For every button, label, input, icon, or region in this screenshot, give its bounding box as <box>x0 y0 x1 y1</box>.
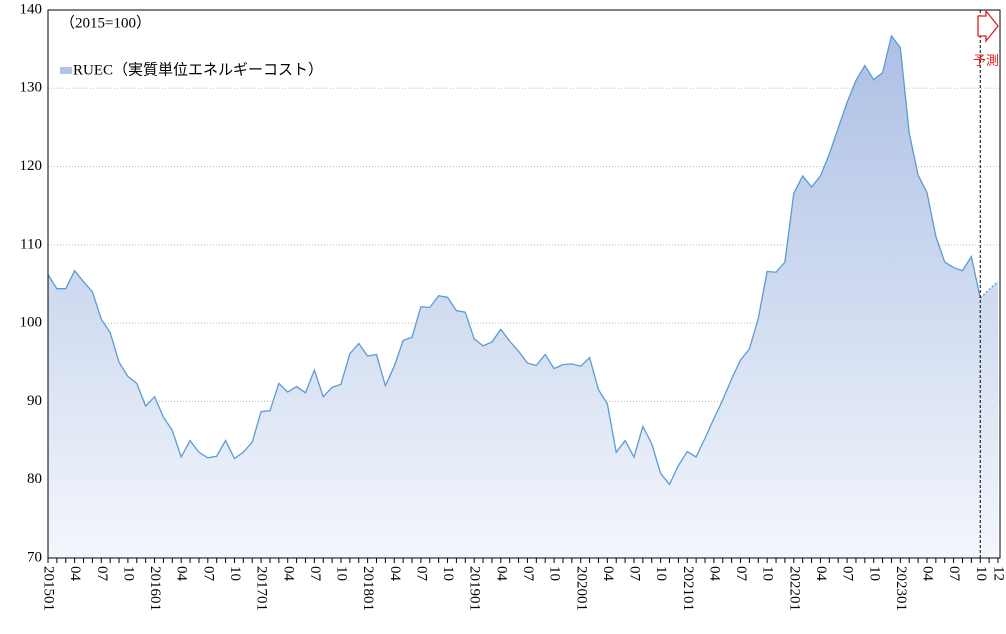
area <box>48 35 981 558</box>
x-tick-label: 04 <box>387 566 403 582</box>
x-tick-label: 10 <box>440 566 456 581</box>
x-tick-label: 07 <box>946 566 962 582</box>
x-tick-label: 04 <box>174 566 190 582</box>
x-tick-label: 07 <box>413 566 429 582</box>
line <box>979 281 999 299</box>
x-tick-label: 202001 <box>573 566 589 611</box>
x-tick-label: 07 <box>200 566 216 582</box>
base-note: （2015=100） <box>60 14 151 31</box>
x-tick-label: 04 <box>280 566 296 582</box>
x-tick-label: 04 <box>600 566 616 582</box>
y-tick-label: 130 <box>20 80 43 96</box>
x-tick-label: 07 <box>307 566 323 582</box>
x-tick-label: 202301 <box>893 566 909 611</box>
x-tick-label: 201501 <box>41 566 57 611</box>
x-tick-label: 201801 <box>360 566 376 611</box>
x-tick-label: 04 <box>67 566 83 582</box>
x-tick-label: 04 <box>706 566 722 582</box>
plot-frame <box>47 9 1001 559</box>
y-tick-label: 140 <box>20 1 43 17</box>
x-tick-label: 07 <box>520 566 536 582</box>
forecast-arrow <box>977 9 999 43</box>
y-tick-label: 80 <box>27 471 42 487</box>
x-tick-label: 07 <box>840 566 856 582</box>
forecast-label: 予測 <box>973 53 999 68</box>
line <box>47 34 981 486</box>
x-tick-label: 10 <box>866 566 882 581</box>
y-tick-label: 110 <box>20 236 42 252</box>
x-tick-label: 07 <box>94 566 110 582</box>
x-tick-label: 07 <box>733 566 749 582</box>
x-tick-label: 10 <box>334 566 350 581</box>
x-tick-label: 201701 <box>254 566 270 611</box>
x-tick-label: 202201 <box>786 566 802 611</box>
x-tick-label: 04 <box>493 566 509 582</box>
x-tick-label: 04 <box>813 566 829 582</box>
y-tick-label: 70 <box>27 549 42 565</box>
x-tick-label: 10 <box>547 566 563 581</box>
y-tick-label: 120 <box>20 158 43 174</box>
y-tick-label: 100 <box>20 315 43 331</box>
x-tick-label: 10 <box>227 566 243 581</box>
x-tick-label: 10 <box>973 566 989 581</box>
y-tick-label: 90 <box>27 393 42 409</box>
x-tick-label: 10 <box>760 566 776 581</box>
x-tick-label: 10 <box>653 566 669 581</box>
x-tick-label: 201901 <box>467 566 483 611</box>
x-tick-label: 04 <box>920 566 936 582</box>
x-tick-label: 07 <box>627 566 643 582</box>
legend-swatch <box>60 67 72 74</box>
x-tick-label: 201601 <box>147 566 163 611</box>
x-tick-label: 12 <box>991 566 1006 581</box>
legend-label: RUEC（実質単位エネルギーコスト） <box>73 60 323 78</box>
x-tick-label: 10 <box>120 566 136 581</box>
x-tick-label: 202101 <box>680 566 696 611</box>
area <box>980 281 998 558</box>
